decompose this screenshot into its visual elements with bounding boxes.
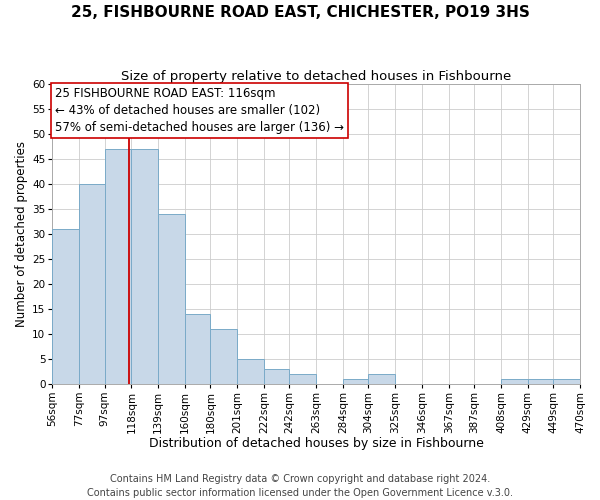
Bar (52, 229, 79, 384)
Bar (289, 374, 316, 384)
Text: 25, FISHBOURNE ROAD EAST, CHICHESTER, PO19 3HS: 25, FISHBOURNE ROAD EAST, CHICHESTER, PO… (71, 5, 529, 20)
Bar (553, 379, 580, 384)
Bar (131, 149, 158, 384)
Bar (211, 329, 237, 384)
Bar (368, 374, 395, 384)
Bar (237, 359, 264, 384)
Title: Size of property relative to detached houses in Fishbourne: Size of property relative to detached ho… (121, 70, 511, 83)
Y-axis label: Number of detached properties: Number of detached properties (15, 141, 28, 327)
Text: 25 FISHBOURNE ROAD EAST: 116sqm
← 43% of detached houses are smaller (102)
57% o: 25 FISHBOURNE ROAD EAST: 116sqm ← 43% of… (55, 86, 344, 134)
Bar (264, 369, 289, 384)
X-axis label: Distribution of detached houses by size in Fishbourne: Distribution of detached houses by size … (149, 437, 484, 450)
Text: Contains HM Land Registry data © Crown copyright and database right 2024.
Contai: Contains HM Land Registry data © Crown c… (87, 474, 513, 498)
Bar (104, 149, 131, 384)
Bar (501, 379, 528, 384)
Bar (343, 379, 368, 384)
Bar (158, 214, 185, 384)
Bar (79, 184, 104, 384)
Bar (528, 379, 553, 384)
Bar (185, 314, 211, 384)
